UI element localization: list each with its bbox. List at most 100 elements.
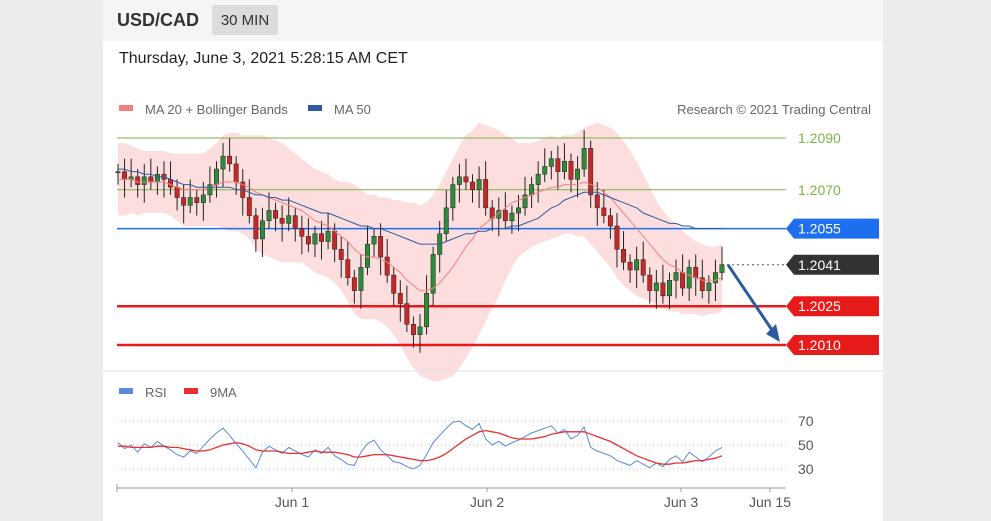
candle-body	[319, 233, 324, 242]
x-tick-label: Jun 15	[749, 494, 791, 510]
candle-body	[246, 197, 252, 216]
candle-body	[673, 272, 679, 281]
candle-body	[542, 166, 548, 175]
rsi-tick-70: 70	[798, 413, 814, 429]
candle-body	[286, 215, 292, 224]
candle-body	[345, 259, 351, 278]
candle-body	[384, 256, 390, 276]
candle-body	[653, 282, 659, 291]
candle-body	[588, 148, 594, 196]
candle-body	[706, 282, 712, 291]
candle-body	[338, 249, 344, 260]
rsi-legend-label: RSI	[145, 385, 167, 400]
rsi-tick-50: 50	[798, 437, 814, 453]
candle-body	[548, 158, 554, 167]
candle-body	[483, 179, 489, 209]
candle-body	[325, 230, 331, 242]
candle-body	[621, 249, 626, 263]
candle-body	[417, 326, 423, 335]
candle-body	[502, 210, 508, 222]
candle-body	[516, 207, 521, 214]
candle-body	[712, 272, 718, 284]
candle-body	[450, 184, 456, 209]
ma9-legend-label: 9MA	[210, 385, 237, 400]
candle-body	[233, 163, 239, 183]
candle-body	[181, 197, 187, 206]
x-tick-label: Jun 3	[664, 494, 698, 510]
ma9-line	[118, 429, 723, 465]
candle-body	[220, 155, 226, 170]
candle-body	[168, 179, 173, 188]
candle-body	[122, 171, 128, 180]
rsi-line	[117, 420, 723, 470]
candle-body	[470, 181, 475, 191]
ma50-line	[118, 168, 722, 245]
candle-body	[581, 148, 587, 170]
candle-body	[365, 243, 370, 268]
candle-body	[686, 267, 692, 289]
x-tick-label: Jun 2	[470, 494, 504, 510]
candle-body	[397, 293, 403, 304]
candle-body	[522, 194, 528, 209]
ma20-legend-swatch	[119, 105, 133, 111]
candle-body	[253, 215, 259, 240]
candle-body	[358, 267, 364, 291]
candle-body	[568, 161, 574, 180]
candle-body	[351, 277, 357, 291]
candle-body	[529, 184, 535, 196]
ma9-legend-swatch	[184, 388, 198, 394]
forecast-arrow-shaft	[726, 263, 776, 334]
candle-body	[561, 161, 567, 172]
timeframe-button[interactable]: 30 MIN	[212, 5, 278, 35]
candle-body	[227, 155, 233, 165]
candle-body	[378, 236, 384, 258]
candle-body	[194, 197, 200, 203]
credit-text: Research © 2021 Trading Central	[677, 102, 871, 117]
candle-body	[607, 215, 613, 227]
x-tick-label: Jun 1	[275, 494, 309, 510]
candle-body	[279, 217, 285, 224]
candle-body	[312, 233, 318, 245]
candle-body	[594, 194, 600, 209]
candle-body	[575, 168, 581, 180]
level-1-2041-label: 1.2041	[798, 257, 841, 273]
candle-body	[443, 207, 449, 234]
candle-body	[634, 259, 640, 271]
candle-body	[404, 303, 410, 325]
candle-body	[259, 220, 265, 240]
level-1-2010-label: 1.2010	[798, 337, 841, 353]
candle-body	[292, 215, 298, 229]
candle-body	[640, 259, 646, 276]
level-1-2025-tag	[786, 296, 879, 317]
candle-body	[647, 274, 653, 291]
candle-body	[535, 173, 541, 185]
candle-body	[627, 261, 633, 271]
ma50-legend-label: MA 50	[334, 102, 371, 117]
candle-body	[476, 179, 482, 190]
candle-body	[148, 176, 154, 183]
candle-body	[699, 277, 705, 291]
price-chart: 1.2090 1.2070 1.2055 1.2041 1.2025 1.2010	[115, 122, 879, 382]
chart-datetime: Thursday, June 3, 2021 5:28:15 AM CET	[119, 50, 408, 67]
candle-body	[693, 267, 699, 278]
candle-body	[135, 176, 141, 185]
candle-body	[614, 225, 620, 250]
ma20-line	[118, 178, 723, 292]
candle-body	[555, 158, 561, 172]
candle-body	[660, 282, 666, 297]
candle-body	[509, 212, 515, 222]
ma50-legend-swatch	[308, 105, 322, 111]
candle-body	[601, 207, 607, 216]
candle-body	[187, 197, 193, 206]
candle-body	[332, 230, 338, 250]
candle-body	[463, 176, 469, 183]
candle-body	[667, 280, 672, 297]
candle-body	[154, 173, 160, 183]
level-1-2070-label: 1.2070	[798, 182, 841, 198]
candle-body	[430, 254, 436, 294]
candle-body	[299, 228, 305, 237]
level-1-2055-label: 1.2055	[798, 221, 841, 237]
chart-card: USD/CAD 30 MIN Thursday, June 3, 2021 5:…	[103, 0, 883, 521]
chart-header: USD/CAD 30 MIN	[103, 0, 883, 41]
forecast-arrow-head	[766, 324, 780, 342]
